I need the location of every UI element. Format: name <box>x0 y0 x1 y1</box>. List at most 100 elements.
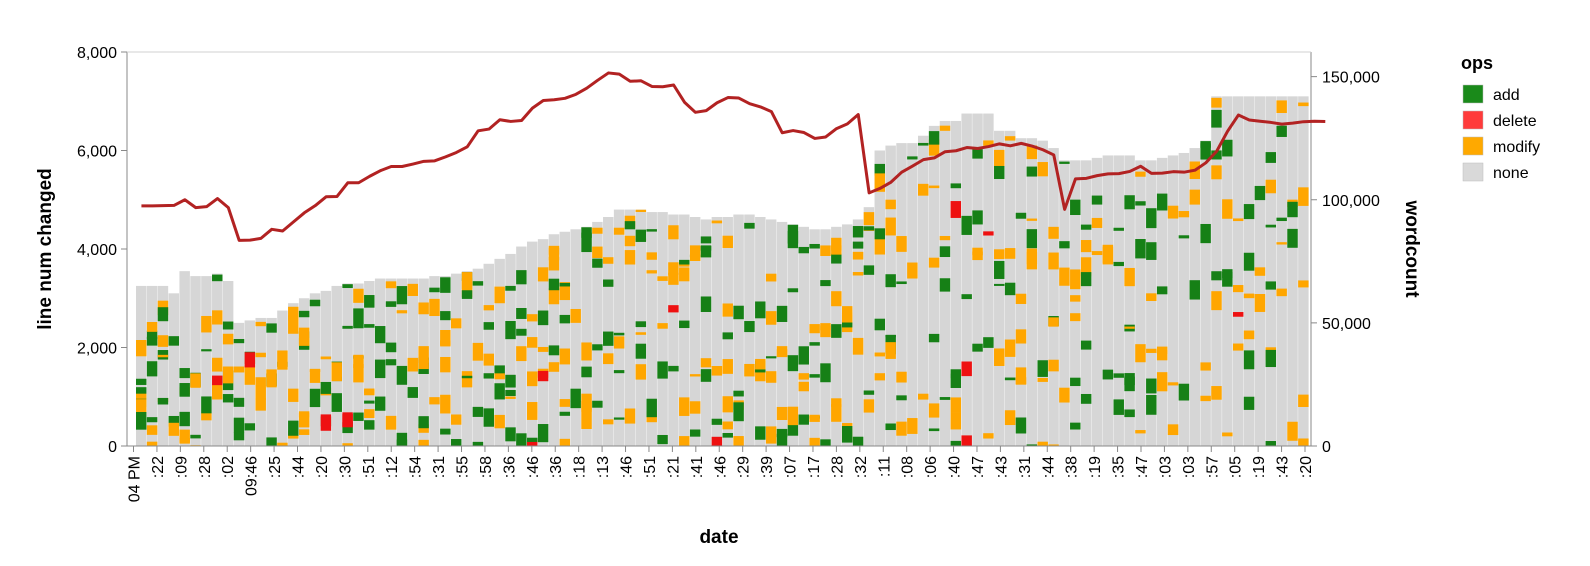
bar-add-segment <box>635 343 647 359</box>
y-tick-label: 8,000 <box>77 45 117 62</box>
bar-add-segment <box>1287 228 1298 248</box>
bar-add-segment <box>374 326 386 344</box>
bar-modify-segment <box>450 414 462 425</box>
bar-modify-segment <box>364 409 375 419</box>
x-tick-label: :03 <box>1157 456 1174 478</box>
bar-none-segment <box>700 219 712 446</box>
bar-modify-segment <box>559 348 571 365</box>
bar-add-segment <box>168 415 180 427</box>
x-tick-label: :18 <box>572 456 589 478</box>
bar-add-segment <box>136 378 147 385</box>
bar-modify-segment <box>733 436 744 446</box>
bar-modify-segment <box>461 371 473 388</box>
bar-88 <box>1091 157 1103 446</box>
bar-add-segment <box>494 365 505 375</box>
bar-modify-segment <box>483 353 495 366</box>
bar-modify-segment <box>136 393 147 399</box>
bar-modify-segment <box>885 342 896 359</box>
x-tick-label: :03 <box>1181 456 1198 478</box>
bar-add-segment <box>744 321 755 333</box>
bar-add-segment <box>700 245 712 258</box>
bar-modify-segment <box>787 406 799 426</box>
bar-83 <box>1037 140 1048 446</box>
bar-modify-segment <box>277 444 288 446</box>
bar-add-segment <box>776 428 788 438</box>
bar-modify-segment <box>765 426 777 444</box>
y2-tick-label: 0 <box>1322 439 1331 456</box>
bar-add-segment <box>548 278 560 291</box>
bar-71 <box>907 143 918 447</box>
y-axis-left: 0 2,000 4,000 6,000 8,000 <box>77 45 127 456</box>
bar-none-segment <box>179 271 190 446</box>
bar-modify-segment <box>776 349 788 358</box>
bar-68 <box>874 150 886 446</box>
legend-label-add: add <box>1493 87 1520 104</box>
bar-add-segment <box>1211 109 1222 128</box>
bar-52 <box>700 219 712 446</box>
bar-add-segment <box>679 259 690 265</box>
bar-add-segment <box>1026 166 1038 177</box>
bar-modify-segment <box>581 411 592 429</box>
bar-add-segment <box>342 284 353 289</box>
x-tick-label: :29 <box>736 456 753 478</box>
bar-modify-segment <box>907 262 918 279</box>
bar-75 <box>950 120 962 446</box>
bar-modify-segment <box>483 305 495 311</box>
bar-none-segment <box>863 207 875 446</box>
bar-modify-segment <box>1298 102 1309 107</box>
bar-modify-segment <box>1167 205 1179 219</box>
bar-32 <box>483 263 495 446</box>
bar-modify-segment <box>928 257 940 268</box>
bar-add-segment <box>342 422 353 434</box>
bar-add-segment <box>581 227 592 238</box>
bar-add-segment <box>787 355 799 372</box>
bar-delete-segment <box>244 352 256 368</box>
bar-add-segment <box>809 374 820 378</box>
bar-add-segment <box>1037 360 1048 377</box>
bar-none-segment <box>364 281 375 446</box>
bar-42 <box>592 221 603 446</box>
bar-add-segment <box>1113 227 1124 231</box>
bar-add-segment <box>233 397 245 407</box>
bar-modify-segment <box>722 303 733 317</box>
bar-none-segment <box>1124 155 1135 447</box>
x-tick-label: :46 <box>525 456 542 478</box>
bar-modify-segment <box>939 125 951 131</box>
bar-none-segment <box>1276 96 1287 446</box>
bar-modify-segment <box>668 272 679 285</box>
bar-add-segment <box>961 294 972 300</box>
bar-add-segment <box>1015 212 1027 219</box>
bar-modify-segment <box>1026 218 1038 221</box>
bar-add-segment <box>364 295 375 308</box>
bar-modify-segment <box>1037 377 1048 382</box>
line-layer <box>141 71 1326 242</box>
bar-add-segment <box>613 417 625 420</box>
bar-add-segment <box>1211 150 1222 160</box>
bar-modify-segment <box>1124 326 1135 329</box>
bar-94 <box>1156 157 1168 446</box>
bar-modify-segment <box>1298 280 1309 288</box>
bar-48 <box>657 212 668 446</box>
bar-add-segment <box>483 373 495 379</box>
bar-12 <box>266 317 277 446</box>
bar-95 <box>1167 155 1179 447</box>
bar-add-segment <box>570 388 581 402</box>
bar-modify-segment <box>1037 441 1048 446</box>
bar-add-segment <box>657 434 668 445</box>
bar-add-segment <box>983 337 994 348</box>
bar-none-segment <box>288 303 299 446</box>
bar-modify-segment <box>852 337 864 355</box>
bar-modify-segment <box>657 323 668 329</box>
bar-none-segment <box>961 113 972 446</box>
bar-modify-segment <box>559 282 571 301</box>
bar-add-segment <box>972 343 983 352</box>
bar-modify-segment <box>418 439 429 446</box>
bar-add-segment <box>559 411 571 416</box>
bar-modify-segment <box>298 429 310 435</box>
bar-none-segment <box>136 285 147 446</box>
bar-modify-segment <box>418 424 429 433</box>
bar-add-segment <box>831 253 842 264</box>
x-axis-title: date <box>699 527 738 548</box>
bar-modify-segment <box>494 286 505 304</box>
bar-add-segment <box>624 221 636 230</box>
